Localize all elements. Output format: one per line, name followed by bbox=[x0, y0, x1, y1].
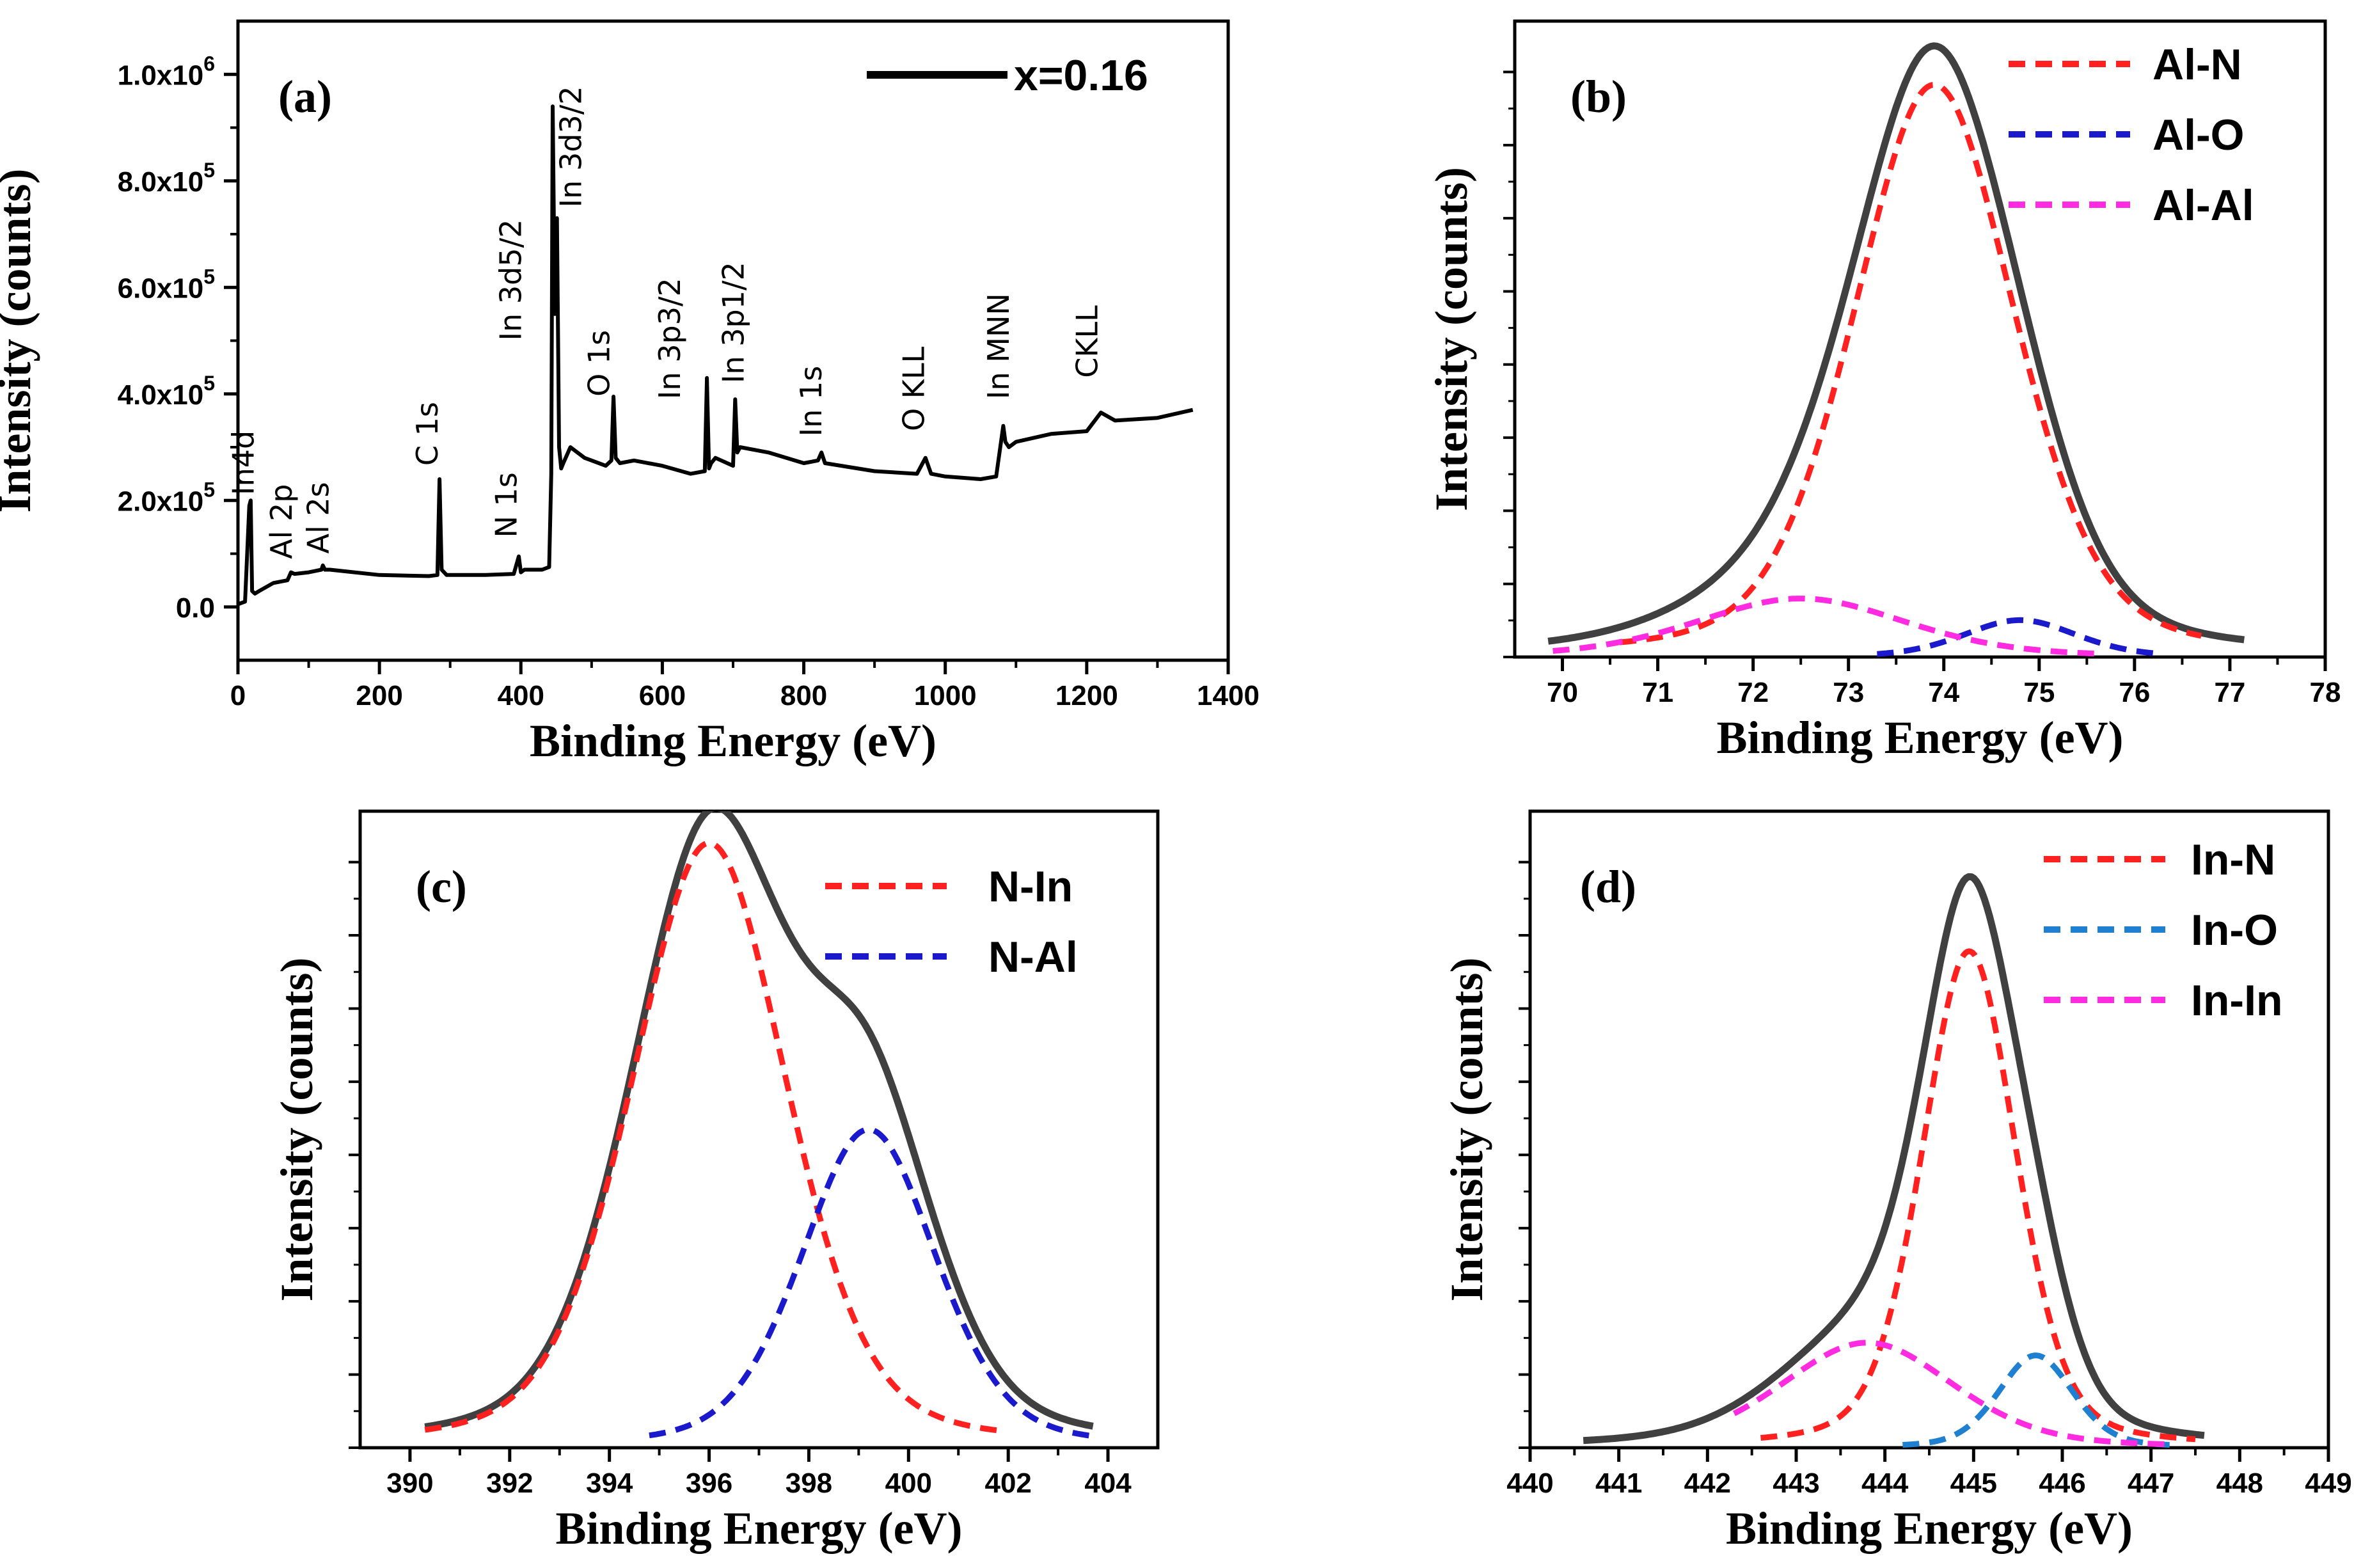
plot-area bbox=[424, 811, 1100, 1440]
y-tick-label: 0.0 bbox=[176, 592, 215, 624]
x-tick-label: 448 bbox=[2216, 1468, 2263, 1499]
x-tick-label: 76 bbox=[2119, 677, 2150, 708]
y-axis-title: Intensity (counts) bbox=[0, 168, 40, 512]
x-axis-title: Binding Energy (eV) bbox=[555, 1503, 962, 1554]
x-tick-label: 400 bbox=[885, 1468, 932, 1499]
peak-label-n-1s: N 1s bbox=[489, 472, 524, 537]
panel-d-in3d-spectrum: 440 441 442 443 444 445 446 447 448 449 Binding En… bbox=[1441, 809, 2352, 1554]
x-tick-label: 440 bbox=[1506, 1468, 1553, 1499]
peak-label-in-3p1-2: In 3p1/2 bbox=[716, 262, 751, 383]
x-tick-label: 800 bbox=[780, 680, 827, 711]
plot-area bbox=[1582, 873, 2206, 1448]
x-tick-label: 0 bbox=[230, 680, 246, 711]
x-tick-label: 74 bbox=[1928, 677, 1959, 708]
plot-area bbox=[1547, 42, 2245, 657]
series-line-al-o bbox=[1875, 617, 2156, 657]
x-tick-label: 600 bbox=[639, 680, 686, 711]
peak-label-c-1s: C 1s bbox=[410, 402, 445, 466]
panel-label: (c) bbox=[416, 861, 467, 912]
x-tick-label: 442 bbox=[1684, 1468, 1731, 1499]
y-tick-label: 8.0x105 bbox=[118, 159, 215, 198]
peak-label-al-2s: Al 2s bbox=[301, 482, 336, 553]
series-line-envelope bbox=[1547, 42, 2245, 645]
panel-b-al2p-spectrum: 70 71 72 73 74 75 76 77 78 Binding Energy (eV) Int… bbox=[1426, 19, 2341, 763]
legend-label-al-al: Al-Al bbox=[2153, 181, 2254, 230]
x-tick-label: 75 bbox=[2023, 677, 2055, 708]
x-tick-label: 392 bbox=[486, 1468, 533, 1499]
x-tick-label: 394 bbox=[586, 1468, 633, 1499]
x-tick-label: 71 bbox=[1642, 677, 1673, 708]
peak-label-o-kll: O KLL bbox=[897, 346, 931, 431]
plot-frame bbox=[1513, 19, 2327, 659]
peak-label-in-3d3-2: In 3d3/2 bbox=[553, 86, 588, 208]
peak-label-in4d: In4d bbox=[226, 431, 260, 495]
x-tick-label: 72 bbox=[1737, 677, 1769, 708]
y-axis-title: Intensity (counts) bbox=[1426, 167, 1477, 511]
series-line-envelope bbox=[1582, 873, 2206, 1445]
x-tick-label: 446 bbox=[2039, 1468, 2085, 1499]
x-tick-label: 404 bbox=[1084, 1468, 1132, 1499]
panel-c-n1s-spectrum: 390 392 394 396 398 400 402 404 Binding Energy (… bbox=[271, 809, 1160, 1554]
legend-label-in-in: In-In bbox=[2191, 976, 2283, 1025]
legend-label-al-n: Al-N bbox=[2153, 40, 2242, 89]
x-tick-label: 390 bbox=[386, 1468, 433, 1499]
x-axis-title: Binding Energy (eV) bbox=[530, 715, 936, 766]
x-tick-label: 70 bbox=[1547, 677, 1578, 708]
y-tick-label: 2.0x105 bbox=[118, 478, 215, 517]
panel-label: (d) bbox=[1580, 861, 1636, 912]
x-axis-title: Binding Energy (eV) bbox=[1726, 1503, 2133, 1554]
y-tick-label: 6.0x105 bbox=[118, 265, 215, 304]
x-tick-label: 1000 bbox=[914, 680, 977, 711]
x-tick-label: 443 bbox=[1773, 1468, 1819, 1499]
legend-label-n-al: N-Al bbox=[988, 933, 1078, 981]
peak-label-in-3d5-2: In 3d5/2 bbox=[493, 219, 528, 341]
x-tick-label: 445 bbox=[1950, 1468, 1997, 1499]
panel-a-survey-spectrum: 0 200 400 600 800 1000 1200 1400 0.0 2.0x105 4.0x1… bbox=[0, 19, 1260, 766]
x-tick-label: 73 bbox=[1833, 677, 1864, 708]
series-line-envelope bbox=[424, 811, 1094, 1430]
panel-label: (b) bbox=[1570, 71, 1627, 122]
peak-label-o-1s: O 1s bbox=[582, 330, 617, 397]
legend-label-in-n: In-N bbox=[2191, 835, 2275, 884]
panel-label: (a) bbox=[278, 71, 332, 122]
x-axis-title: Binding Energy (eV) bbox=[1716, 712, 2123, 763]
x-tick-label: 449 bbox=[2305, 1468, 2351, 1499]
series-line-al-al bbox=[1552, 596, 2097, 657]
x-tick-label: 78 bbox=[2310, 677, 2341, 708]
x-tick-label: 400 bbox=[498, 680, 544, 711]
peak-label-in-1s: In 1s bbox=[794, 366, 828, 437]
peak-label-al-2p: Al 2p bbox=[264, 484, 299, 558]
x-tick-label: 398 bbox=[786, 1468, 832, 1499]
x-tick-label: 1200 bbox=[1055, 680, 1118, 711]
peak-label-ckll: CKLL bbox=[1070, 305, 1104, 378]
x-tick-label: 441 bbox=[1595, 1468, 1642, 1499]
series-line-in-in bbox=[1732, 1340, 2170, 1448]
legend-label-x-0-16: x=0.16 bbox=[1014, 51, 1148, 100]
plot-area bbox=[238, 104, 1194, 606]
x-tick-label: 396 bbox=[686, 1468, 732, 1499]
legend-label-in-o: In-O bbox=[2191, 906, 2278, 954]
legend-label-n-in: N-In bbox=[988, 862, 1073, 911]
x-tick-label: 1400 bbox=[1197, 680, 1260, 711]
y-axis-title: Intensity (counts) bbox=[271, 957, 322, 1301]
y-tick-label: 1.0x106 bbox=[118, 52, 215, 91]
y-tick-label: 4.0x105 bbox=[118, 372, 215, 411]
legend-label-al-o: Al-O bbox=[2153, 111, 2245, 159]
x-tick-label: 447 bbox=[2128, 1468, 2174, 1499]
peak-label-in-mnn: In MNN bbox=[981, 293, 1016, 399]
series-line-n-al bbox=[648, 1127, 1100, 1440]
series-line-x-0-16 bbox=[238, 104, 1194, 606]
x-tick-label: 77 bbox=[2214, 677, 2245, 708]
x-tick-label: 200 bbox=[356, 680, 402, 711]
x-tick-label: 402 bbox=[984, 1468, 1031, 1499]
x-tick-label: 444 bbox=[1861, 1468, 1909, 1499]
series-line-al-n bbox=[1619, 81, 2202, 645]
peak-label-in-3p3-2: In 3p3/2 bbox=[652, 278, 687, 399]
y-axis-title: Intensity (counts) bbox=[1441, 957, 1492, 1301]
series-line-in-n bbox=[1759, 948, 2197, 1443]
